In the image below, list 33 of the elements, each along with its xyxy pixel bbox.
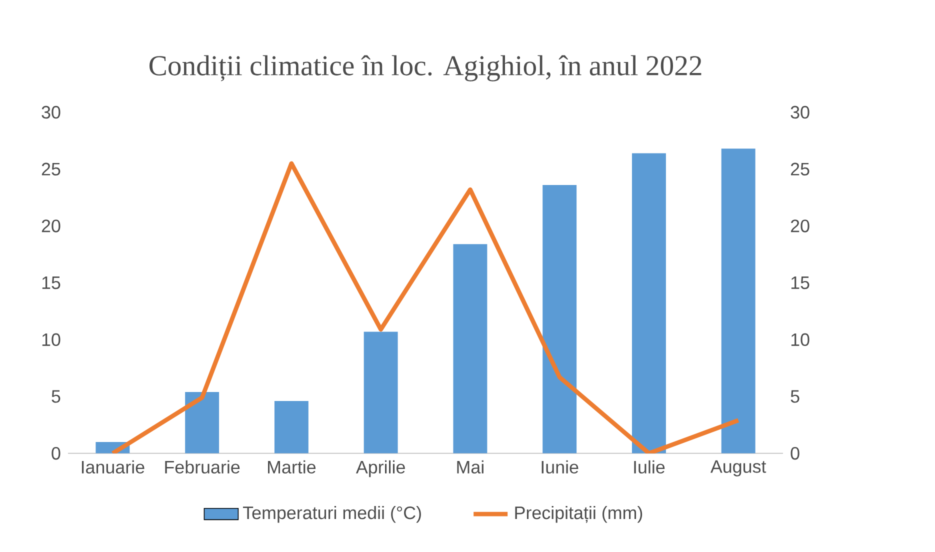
y-tick-label: 10: [42, 333, 60, 346]
chart-title: Condiții climatice în loc. Agighiol, în anul 2022: [150, 54, 702, 82]
y-tick-label: 5: [52, 390, 60, 403]
x-tick-label: August: [710, 460, 766, 476]
x-tick-label: Martie: [268, 460, 316, 474]
y2-tick-label: 0: [790, 446, 800, 460]
y-tick-label: 0: [52, 446, 60, 460]
x-tick-label: Mai: [457, 460, 484, 474]
bar: [632, 152, 666, 454]
bar: [542, 184, 577, 454]
line-series: [110, 161, 741, 454]
y2-tick-label: 5: [790, 390, 800, 403]
y-tick-label: 25: [42, 162, 60, 176]
y2-tick-label: 10: [791, 333, 810, 346]
y-tick-label: 15: [42, 276, 60, 289]
y2-tick-label: 20: [790, 219, 810, 232]
x-tick-label: Ianuarie: [82, 460, 144, 474]
y2-tick-label: 15: [791, 276, 810, 289]
y2-tick-label: 25: [790, 162, 810, 176]
y-tick-label: 30: [42, 106, 60, 118]
bar: [721, 148, 756, 454]
bar: [364, 331, 398, 454]
x-tick-label: Februarie: [165, 460, 240, 474]
y-tick-label: 20: [42, 219, 60, 232]
bar: [453, 244, 488, 454]
x-tick-label: Aprilie: [356, 460, 405, 477]
y2-tick-label: 30: [790, 106, 810, 118]
bar: [274, 400, 308, 454]
x-tick-label: Iulie: [634, 460, 665, 474]
legend-label: Temperaturi medii (°C): [243, 506, 421, 522]
legend-label: Precipitații (mm): [515, 506, 642, 523]
x-tick-label: Iunie: [542, 460, 578, 474]
bar: [185, 392, 220, 454]
